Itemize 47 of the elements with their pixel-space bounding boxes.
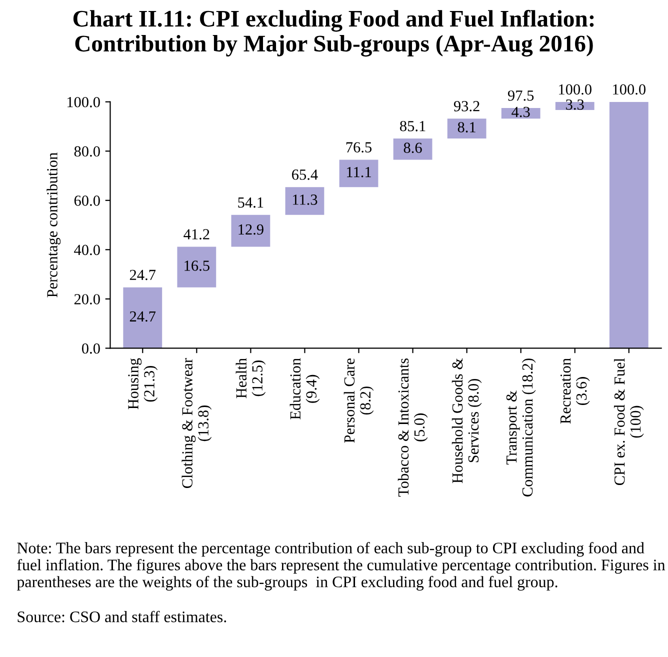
data-label: 8.6 — [404, 142, 422, 154]
annotation: 41.2 — [184, 229, 210, 240]
data-label: 8.1 — [458, 122, 476, 132]
x-tick-label: Housing (21.3) — [128, 358, 158, 410]
source-note: Source: CSO and staff estimates. — [18, 610, 226, 622]
bar — [123, 287, 162, 348]
bar — [609, 102, 648, 348]
x-tick-label: Recreation (3.6) — [560, 358, 590, 424]
data-label: 11.3 — [292, 194, 318, 205]
bar — [339, 160, 378, 188]
bar — [447, 118, 486, 139]
annotation: 100.0 — [613, 84, 646, 95]
text: Note: The bars represent the percentage contribution of each sub-group to CPI excluding food and fuel inflation. The figures above the bars represent the cumulative percentage contribution. Figures in parentheses are the weights of the sub-groups in CPI excluding food and fuel group. — [16, 542, 666, 591]
data-label: 4.3 — [512, 106, 530, 118]
annotation: 85.1 — [400, 120, 426, 132]
data-label: 16.5 — [184, 260, 210, 271]
y-tick-label: 20.0 — [74, 294, 100, 304]
annotation: 54.1 — [238, 197, 264, 208]
x-tick-label: CPI ex. Food & Fuel (100) — [614, 358, 644, 486]
bar — [177, 246, 216, 288]
annotation: 24.7 — [130, 270, 156, 280]
x-tick-label: Household Goods & Services (8.0) — [452, 358, 482, 484]
y-tick-label: 100.0 — [67, 96, 100, 108]
x-tick-label: Transport & Communication (18.2) — [506, 358, 536, 496]
bar — [285, 187, 324, 215]
x-tick-label: Tobacco & Intoxicants (5.0) — [398, 358, 428, 497]
chart-title: Chart II.11: CPI excluding Food and Fuel Inflation: Contribution by Major Sub-groups (Apr-Aug 2016) — [73, 10, 594, 57]
x-tick-label: Personal Care (8.2) — [344, 358, 374, 443]
y-tick-label: 80.0 — [74, 146, 100, 157]
data-label: 12.9 — [238, 224, 264, 235]
data-label: 3.3 — [566, 99, 584, 110]
annotation: 97.5 — [508, 90, 534, 101]
data-label: 24.7 — [130, 311, 156, 322]
annotation: 93.2 — [454, 101, 480, 112]
x-tick-label: Health (12.5) — [236, 358, 266, 398]
y-axis-title: Percentage contribution — [46, 152, 61, 298]
y-tick-label: 60.0 — [74, 196, 100, 206]
bar — [393, 138, 432, 160]
data-label: 11.1 — [347, 166, 371, 178]
x-tick-label: Clothing & Footwear (13.8) — [182, 358, 212, 488]
annotation: 65.4 — [292, 170, 318, 180]
x-tick-label: Education (9.4) — [290, 358, 320, 420]
y-tick-label: 40.0 — [74, 244, 100, 256]
annotation: 76.5 — [346, 142, 372, 153]
y-tick-label: 0.0 — [82, 343, 100, 354]
annotation: 100.0 — [559, 84, 592, 95]
bar — [231, 214, 270, 247]
